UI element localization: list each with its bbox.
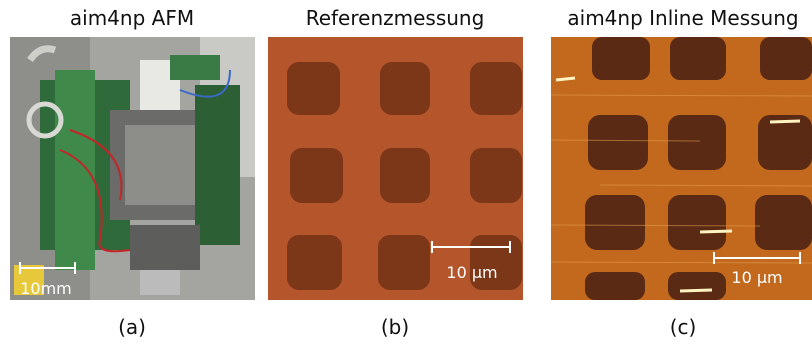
figure: aim4np AFM Referenzmessung aim4np Inline… (0, 0, 812, 347)
afm-photo (10, 37, 255, 300)
inline-image (551, 37, 812, 300)
panel-caption: (b) (381, 315, 409, 339)
panel-title: Referenzmessung (306, 6, 485, 30)
reference-image (268, 37, 523, 300)
panel-title: aim4np AFM (70, 6, 194, 30)
scale-label: 10 µm (446, 263, 497, 282)
panel-title: aim4np Inline Messung (567, 6, 798, 30)
panel-caption: (c) (670, 315, 697, 339)
page: aim4np AFM Referenzmessung aim4np Inline… (0, 0, 812, 347)
scale-label: 10 µm (731, 268, 782, 287)
scale-label: 10mm (20, 279, 72, 298)
panel-caption: (a) (118, 315, 146, 339)
